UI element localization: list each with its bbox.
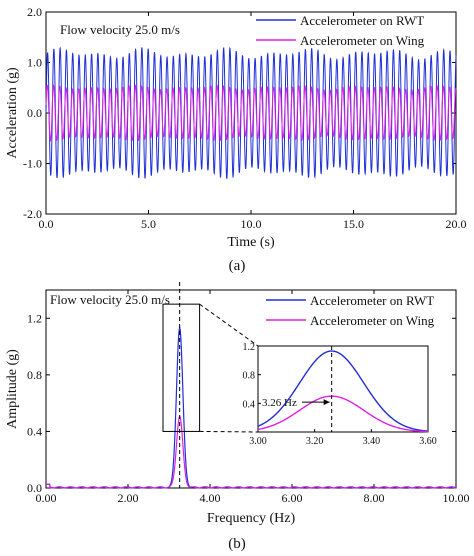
zoom-box xyxy=(162,303,201,432)
y-axis-label-a: Acceleration (g) xyxy=(5,67,20,159)
inset-plot: 3.00 3.20 3.40 3.60 0.4 0.8 1.2 3.26 Hz xyxy=(243,342,437,447)
b-x-tick-label: 2.00 xyxy=(118,491,139,505)
legend-label-wing-b: Accelerometer on Wing xyxy=(310,313,435,328)
inset-line-wing xyxy=(257,395,429,433)
inset-x-tick-label: 3.20 xyxy=(306,436,324,447)
inset-y-tick-label: 0.8 xyxy=(243,371,256,382)
zoom-connector-top xyxy=(199,303,259,347)
x-axis-label-a: Time (s) xyxy=(227,235,275,250)
zoom-callout xyxy=(162,303,259,433)
b-y-tick-label: 0.4 xyxy=(27,424,42,438)
b-x-tick-label: 0.00 xyxy=(36,491,57,505)
a-y-tick-label: 0.0 xyxy=(27,106,42,120)
zoom-connector-bottom xyxy=(199,430,259,433)
series-b xyxy=(45,282,457,489)
b-y-tick-label: 1.2 xyxy=(27,311,42,325)
series-line-rwt-a xyxy=(45,46,457,180)
a-x-tick-label: 5.0 xyxy=(141,217,156,231)
a-x-tick-label: 15.0 xyxy=(343,217,364,231)
a-y-tick-label: -2.0 xyxy=(23,207,42,221)
inset-annotation: 3.26 Hz xyxy=(262,397,297,409)
annotation-b: Flow velocity 25.0 m/s xyxy=(50,292,170,307)
a-x-tick-label: 0.0 xyxy=(39,217,54,231)
inset-x-tick-label: 3.40 xyxy=(363,436,381,447)
inset-y-tick-label: 1.2 xyxy=(243,342,256,353)
inset-arrow-head xyxy=(323,399,330,406)
a-y-tick-label: -1.0 xyxy=(23,157,42,171)
b-x-tick-label: 6.00 xyxy=(282,491,303,505)
series-a xyxy=(45,46,457,180)
a-y-tick-label: 2.0 xyxy=(27,5,42,19)
y-axis-label-b: Amplitude (g) xyxy=(5,349,20,429)
a-y-tick-label: 1.0 xyxy=(27,56,42,70)
series-line-wing-b xyxy=(45,415,457,489)
inset-frame xyxy=(257,345,429,433)
panel-label-a: (a) xyxy=(229,258,246,274)
legend-a: Accelerometer on RWT Accelerometer on Wi… xyxy=(256,13,425,48)
inset-x-tick-label: 3.00 xyxy=(249,436,267,447)
b-y-tick-label: 0.0 xyxy=(27,481,42,495)
b-x-tick-label: 8.00 xyxy=(364,491,385,505)
annotation-a: Flow velocity 25.0 m/s xyxy=(60,22,180,37)
panel-label-b: (b) xyxy=(228,536,246,552)
legend-label-wing-a: Accelerometer on Wing xyxy=(300,33,425,48)
inset-x-tick-label: 3.60 xyxy=(419,436,437,447)
series-line-wing-a xyxy=(45,84,457,142)
axis-ticks-a: 0.0 5.0 10.0 15.0 20.0 -2.0 -1.0 0.0 1.0 2.0 xyxy=(23,5,467,231)
b-x-tick-label: 10.00 xyxy=(443,491,470,505)
b-x-tick-label: 4.00 xyxy=(200,491,221,505)
legend-label-rwt-b: Accelerometer on RWT xyxy=(310,293,434,308)
b-y-tick-label: 0.8 xyxy=(27,368,42,382)
a-x-tick-label: 10.0 xyxy=(241,217,262,231)
a-x-tick-label: 20.0 xyxy=(446,217,467,231)
panel-a: 0.0 5.0 10.0 15.0 20.0 -2.0 -1.0 0.0 1.0 2.0 Flow… xyxy=(5,5,467,274)
panel-b: 0.00 2.00 4.00 6.00 8.00 10.00 0.0 0.4 0.8 1.2 Fl… xyxy=(5,282,470,552)
inset-line-rwt xyxy=(257,350,429,432)
legend-b: Accelerometer on RWT Accelerometer on Wi… xyxy=(266,293,435,328)
plot-frame-b xyxy=(45,289,457,489)
x-axis-label-b: Frequency (Hz) xyxy=(207,511,296,526)
inset-y-tick-label: 0.4 xyxy=(243,399,256,410)
legend-label-rwt-a: Accelerometer on RWT xyxy=(300,13,424,28)
axis-ticks-b: 0.00 2.00 4.00 6.00 8.00 10.00 0.0 0.4 0.8 1.2 xyxy=(27,290,470,505)
